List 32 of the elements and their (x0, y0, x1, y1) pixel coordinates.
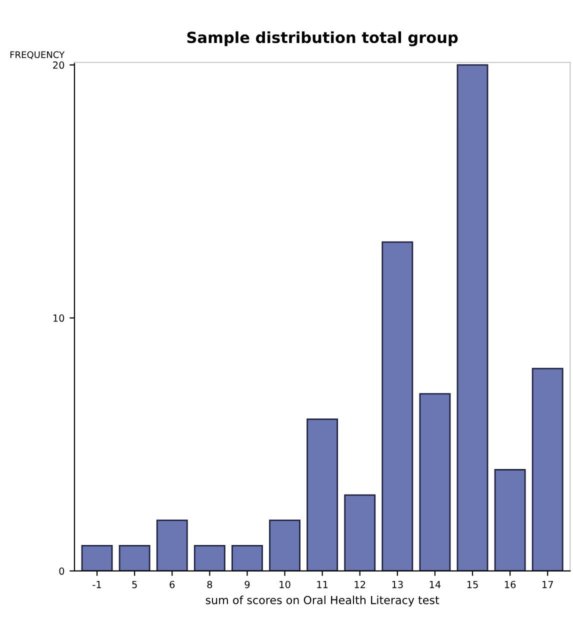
bar (456, 64, 488, 571)
x-tick-label: 9 (244, 580, 250, 588)
x-tick-label: 13 (392, 580, 403, 588)
bar (419, 393, 451, 571)
x-tick-label: 14 (430, 580, 441, 588)
bar (382, 241, 414, 571)
y-axis-title: FREQUENCY (10, 51, 65, 60)
x-tick-label: 5 (132, 580, 137, 588)
bar (194, 544, 226, 571)
y-tick-label: 10 (53, 314, 64, 322)
y-tick-label: 20 (53, 61, 64, 69)
bar (344, 494, 376, 571)
chart-title: Sample distribution total group (187, 31, 458, 46)
bar (269, 520, 300, 571)
x-tick-label: -1 (92, 580, 101, 588)
bar (81, 544, 113, 571)
x-tick-label: 10 (280, 580, 290, 588)
bar (118, 544, 150, 571)
bar (232, 544, 263, 571)
x-tick-label: 16 (504, 580, 516, 588)
x-tick-label: 17 (542, 580, 553, 588)
bar (156, 520, 188, 571)
x-tick-label: 11 (317, 580, 328, 588)
bar (532, 368, 564, 571)
x-axis-title: sum of scores on Oral Health Literacy test (206, 596, 440, 606)
bar (306, 418, 338, 571)
x-tick-label: 8 (207, 580, 212, 588)
x-tick-label: 12 (354, 580, 366, 588)
bar (494, 469, 526, 571)
x-tick-label: 15 (467, 580, 478, 588)
y-tick-label: 0 (59, 567, 64, 575)
x-tick-label: 6 (170, 580, 175, 588)
